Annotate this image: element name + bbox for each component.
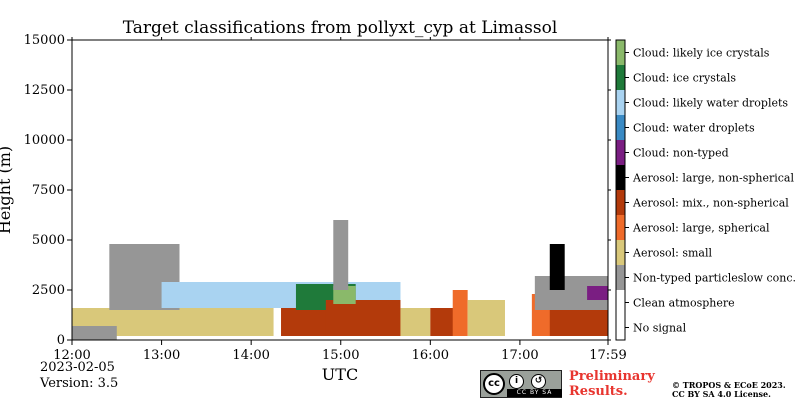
- layer-aerosol-large-non-spherical: [549, 244, 565, 290]
- y-tick-label: 0: [57, 333, 65, 348]
- colorbar-label: Aerosol: small: [632, 247, 712, 260]
- layer-aerosol-small: [400, 308, 431, 336]
- layer-non-typed-particleslow-conc: [333, 220, 349, 290]
- colorbar-label: Cloud: non-typed: [633, 147, 729, 160]
- version-label: Version: 3.5: [40, 376, 119, 391]
- colorbar-label: Cloud: likely water droplets: [633, 97, 788, 110]
- x-tick-label: 13:00: [143, 348, 180, 363]
- colorbar-swatch: [616, 190, 625, 215]
- x-axis-label: UTC: [322, 365, 358, 384]
- y-tick-label: 15000: [24, 33, 65, 48]
- y-tick-label: 10000: [24, 133, 65, 148]
- colorbar-label: Cloud: water droplets: [633, 122, 755, 135]
- colorbar-label: Aerosol: large, spherical: [632, 222, 770, 235]
- colorbar-label: Cloud: ice crystals: [633, 72, 736, 85]
- colorbar-label: Non-typed particleslow conc.: [633, 272, 796, 285]
- x-tick-label: 16:00: [412, 348, 449, 363]
- y-axis-label: Height (m): [0, 146, 14, 234]
- copyright-line-1: © TROPOS & ECoE 2023.: [672, 380, 786, 390]
- colorbar-swatch: [616, 65, 625, 90]
- colorbar-swatch: [616, 215, 625, 240]
- colorbar-swatch: [616, 240, 625, 265]
- colorbar-label: Clean atmosphere: [633, 297, 735, 310]
- colorbar-swatch: [616, 265, 625, 290]
- colorbar-swatch: [616, 315, 625, 340]
- preliminary-line-1: Preliminary: [569, 369, 655, 384]
- x-tick-label: 15:00: [322, 348, 359, 363]
- colorbar: No signal Clean atmosphere Non-typed parti…: [615, 39, 796, 341]
- x-tick-label: 12:00: [53, 348, 90, 363]
- by-icon: i: [509, 374, 524, 389]
- layer-aerosol-mix-non-spherical: [325, 300, 401, 336]
- layer-non-typed-particleslow-conc: [72, 326, 117, 340]
- layer-cloud-likely-ice-crystals: [333, 286, 356, 304]
- layer-aerosol-mix-non-spherical: [549, 306, 608, 336]
- colorbar-swatch: [616, 290, 625, 315]
- chart-title: Target classifications from pollyxt_cyp …: [123, 18, 558, 38]
- sa-icon: ↺: [531, 374, 546, 389]
- copyright-line-2: CC BY SA 4.0 License.: [672, 389, 771, 399]
- y-tick-label: 5000: [32, 233, 65, 248]
- x-axis: 12:00 13:00 14:00 15:00 16:00 17:00 17:59: [53, 37, 627, 363]
- colorbar-label: Aerosol: mix., non-spherical: [632, 197, 789, 210]
- colorbar-label: Cloud: likely ice crystals: [633, 47, 770, 60]
- y-tick-label: 7500: [32, 183, 65, 198]
- date-label: 2023-02-05: [40, 360, 115, 375]
- x-tick-label: 17:59: [589, 348, 626, 363]
- colorbar-swatch: [616, 90, 625, 115]
- layer-aerosol-small: [467, 300, 505, 336]
- colorbar-swatch: [616, 115, 625, 140]
- copyright-notice: © TROPOS & ECoE 2023. CC BY SA 4.0 Licen…: [672, 381, 786, 399]
- colorbar-label: Aerosol: large, non-spherical: [632, 172, 794, 185]
- plot-area: [72, 220, 608, 340]
- colorbar-swatch: [616, 40, 625, 65]
- cc-license-badge: cc i ↺ CC BY SA: [480, 370, 562, 398]
- x-tick-label: 14:00: [232, 348, 269, 363]
- colorbar-frame: [615, 39, 626, 341]
- y-tick-label: 12500: [24, 83, 65, 98]
- y-tick-label: 2500: [32, 283, 65, 298]
- colorbar-label: No signal: [633, 322, 687, 335]
- colorbar-swatch: [616, 165, 625, 190]
- layer-aerosol-large-spherical: [452, 290, 468, 336]
- y-axis: 0 2500 5000 7500 10000 12500 15000: [24, 33, 611, 348]
- x-tick-label: 17:00: [501, 348, 538, 363]
- license-strip: CC BY SA: [507, 389, 562, 397]
- layer-cloud-non-typed: [587, 286, 608, 300]
- colorbar-swatch: [616, 140, 625, 165]
- cc-icon: cc: [483, 373, 505, 395]
- preliminary-line-2: Results.: [569, 384, 628, 399]
- preliminary-notice: Preliminary Results.: [569, 369, 655, 399]
